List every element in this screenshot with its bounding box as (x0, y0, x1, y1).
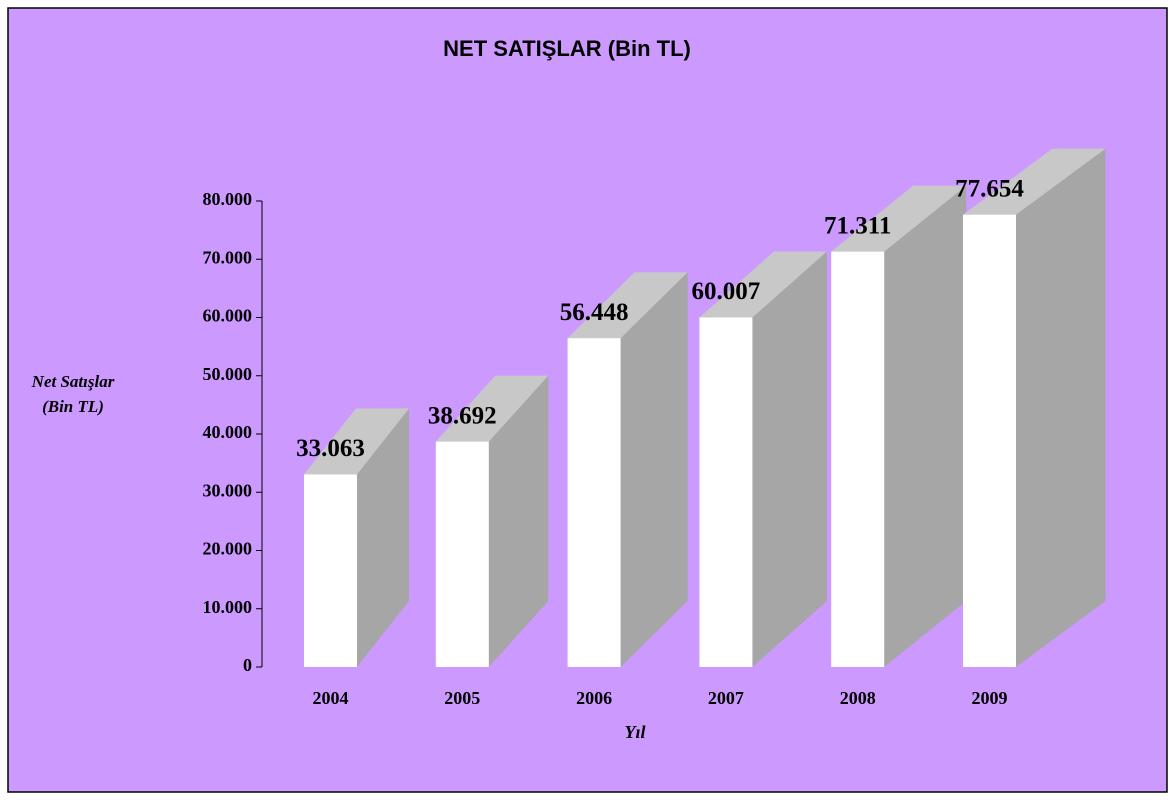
y-axis-label: Net Satışlar (31, 372, 115, 391)
value-label: 56.448 (560, 299, 629, 326)
bar (567, 338, 621, 667)
bar-top (963, 148, 1106, 215)
value-label: 60.007 (692, 278, 761, 305)
bar-top (831, 185, 967, 252)
chart-title: NET SATIŞLAR (Bin TL) (443, 36, 691, 61)
value-label: 33.063 (296, 435, 365, 462)
y-tick-label: 0 (243, 655, 252, 675)
bar (963, 214, 1016, 667)
bar-top (435, 375, 549, 442)
y-tick-label: 10.000 (203, 597, 253, 617)
y-tick-label: 30.000 (203, 480, 253, 500)
x-tick-label: 2007 (708, 688, 744, 708)
x-tick-label: 2006 (576, 688, 612, 708)
bar-side (488, 375, 549, 667)
value-label: 38.692 (428, 402, 497, 429)
bar-side (620, 272, 688, 667)
y-tick-label: 60.000 (203, 306, 253, 326)
bar-top (567, 272, 688, 339)
x-tick-label: 2009 (972, 688, 1008, 708)
y-tick-label: 40.000 (203, 422, 253, 442)
y-axis-label: (Bin TL) (42, 397, 104, 416)
bar (699, 317, 753, 667)
bar-side (357, 408, 409, 667)
bar (831, 251, 885, 668)
y-tick-label: 70.000 (203, 247, 253, 267)
bar-top (304, 408, 409, 475)
bar-side (752, 251, 827, 667)
bar-side (1016, 148, 1106, 667)
bar (304, 474, 357, 667)
bar-top (699, 251, 827, 318)
x-axis-label: Yıl (625, 722, 646, 742)
value-label: 71.311 (824, 212, 891, 239)
y-tick-label: 80.000 (203, 189, 253, 209)
x-tick-label: 2008 (840, 688, 876, 708)
x-tick-label: 2005 (444, 688, 480, 708)
x-tick-label: 2004 (313, 688, 349, 708)
value-label: 77.654 (955, 175, 1024, 202)
bar (435, 441, 489, 667)
y-tick-label: 20.000 (203, 539, 253, 559)
y-tick-label: 50.000 (203, 364, 253, 384)
bar-side (884, 185, 967, 668)
